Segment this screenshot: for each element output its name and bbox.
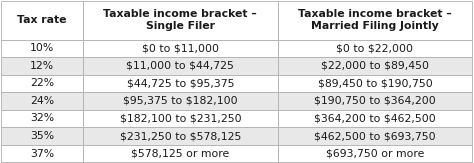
Text: \$190,750 to \$364,200: \$190,750 to \$364,200: [314, 96, 436, 106]
Text: 22%: 22%: [30, 78, 54, 89]
Text: \$182,100 to \$231,250: \$182,100 to \$231,250: [119, 113, 241, 124]
Text: \$95,375 to \$182,100: \$95,375 to \$182,100: [123, 96, 237, 106]
Text: \$693,750 or more: \$693,750 or more: [326, 148, 424, 159]
Text: \$578,125 or more: \$578,125 or more: [131, 148, 229, 159]
Bar: [83, 57, 277, 75]
Bar: [277, 110, 472, 127]
Bar: [83, 1, 277, 40]
Bar: [83, 92, 277, 110]
Bar: [0, 110, 83, 127]
Bar: [83, 75, 277, 92]
Text: \$0 to \$22,000: \$0 to \$22,000: [337, 43, 413, 53]
Bar: [0, 127, 83, 145]
Bar: [277, 57, 472, 75]
Text: Taxable income bracket –
Married Filing Jointly: Taxable income bracket – Married Filing …: [298, 9, 452, 31]
Text: Taxable income bracket –
Single Filer: Taxable income bracket – Single Filer: [103, 9, 257, 31]
Bar: [0, 57, 83, 75]
Bar: [277, 1, 472, 40]
Bar: [0, 145, 83, 162]
Text: \$44,725 to \$95,375: \$44,725 to \$95,375: [127, 78, 234, 89]
Bar: [83, 127, 277, 145]
Text: 10%: 10%: [30, 43, 54, 53]
Text: 24%: 24%: [30, 96, 54, 106]
Text: Tax rate: Tax rate: [17, 15, 67, 25]
Text: 32%: 32%: [30, 113, 54, 124]
Bar: [277, 92, 472, 110]
Bar: [0, 1, 83, 40]
Text: 12%: 12%: [30, 61, 54, 71]
Text: \$22,000 to \$89,450: \$22,000 to \$89,450: [321, 61, 429, 71]
Text: \$231,250 to \$578,125: \$231,250 to \$578,125: [119, 131, 241, 141]
Bar: [277, 40, 472, 57]
Bar: [0, 75, 83, 92]
Bar: [277, 145, 472, 162]
Bar: [83, 145, 277, 162]
Bar: [83, 40, 277, 57]
Text: \$364,200 to \$462,500: \$364,200 to \$462,500: [314, 113, 436, 124]
Bar: [83, 110, 277, 127]
Bar: [277, 127, 472, 145]
Text: \$11,000 to \$44,725: \$11,000 to \$44,725: [127, 61, 234, 71]
Bar: [0, 40, 83, 57]
Text: 37%: 37%: [30, 148, 54, 159]
Text: \$0 to \$11,000: \$0 to \$11,000: [142, 43, 219, 53]
Bar: [0, 92, 83, 110]
Text: \$89,450 to \$190,750: \$89,450 to \$190,750: [318, 78, 432, 89]
Text: 35%: 35%: [30, 131, 54, 141]
Text: \$462,500 to \$693,750: \$462,500 to \$693,750: [314, 131, 436, 141]
Bar: [277, 75, 472, 92]
